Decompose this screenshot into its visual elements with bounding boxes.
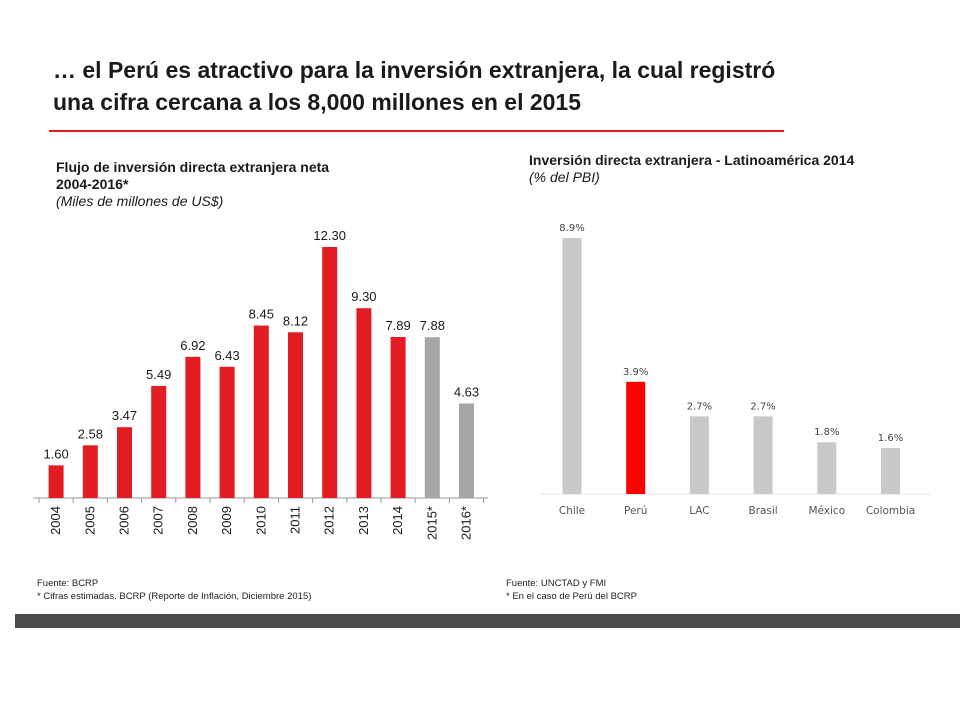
fdi-value-label: 9.30 xyxy=(351,289,376,304)
fdi-value-label: 5.49 xyxy=(146,367,171,382)
latam-value-label: 2.7% xyxy=(750,401,775,412)
fdi-bar-2011 xyxy=(288,332,303,498)
fdi-year-label: 2015* xyxy=(424,506,439,540)
fdi-value-label: 8.12 xyxy=(283,313,308,328)
latam-country-label: Perú xyxy=(624,505,647,517)
fdi-value-label: 7.88 xyxy=(420,318,445,333)
fdi-value-label: 2.58 xyxy=(78,426,103,441)
latam-country-label: Colombia xyxy=(866,505,915,517)
fdi-year-label: 2007 xyxy=(151,506,166,535)
latam-bar-3 xyxy=(753,416,773,494)
fdi-value-label: 1.60 xyxy=(43,446,68,461)
fdi-bar-2014 xyxy=(390,336,406,498)
left-chart-source: Fuente: BCRP xyxy=(37,578,99,589)
latam-country-label: Brasil xyxy=(748,505,777,517)
right-chart-footnote: * En el caso de Perú del BCRP xyxy=(506,591,637,602)
left-chart-footnote: * Cifras estimadas. BCRP (Reporte de Inf… xyxy=(37,591,312,602)
fdi-year-label: 2013 xyxy=(356,506,371,535)
fdi-year-label: 2016* xyxy=(459,506,474,540)
left-chart-notes: Fuente: BCRP * Cifras estimadas. BCRP (R… xyxy=(37,577,311,603)
fdi-value-label: 6.43 xyxy=(214,348,239,363)
headline-line-2: una cifra cercana a los 8,000 millones e… xyxy=(53,89,582,115)
latam-bar-1 xyxy=(626,381,646,494)
latam-country-label: México xyxy=(808,505,845,517)
latam-value-label: 8.9% xyxy=(559,223,584,234)
fdi-year-label: 2006 xyxy=(117,506,132,535)
latam-bar-4 xyxy=(817,442,837,494)
fdi-year-label: 2012 xyxy=(322,506,337,535)
fdi-value-label: 3.47 xyxy=(112,408,137,423)
latam-bar-2 xyxy=(689,416,709,494)
slide-headline: … el Perú es atractivo para la inversión… xyxy=(53,54,853,118)
headline-underline xyxy=(49,130,784,132)
latam-value-label: 3.9% xyxy=(623,367,648,378)
fdi-bar-2008 xyxy=(185,356,201,498)
fdi-bar-2010 xyxy=(253,325,269,498)
fdi-bar-2015 xyxy=(424,337,440,498)
right-chart-notes: Fuente: UNCTAD y FMI * En el caso de Per… xyxy=(506,577,637,603)
fdi-bar-2004 xyxy=(48,465,64,498)
fdi-bar-2005 xyxy=(82,445,98,498)
fdi-bar-2013 xyxy=(356,308,372,498)
fdi-bar-2007 xyxy=(151,385,167,498)
fdi-flow-bar-chart: 1.60 2004 2.58 2005 3.47 2006 5.49 2007 6.92 2008… xyxy=(33,228,488,540)
fdi-value-label: 7.89 xyxy=(385,318,410,333)
headline-line-1: … el Perú es atractivo para la inversión… xyxy=(53,57,776,83)
fdi-bar-2006 xyxy=(117,427,132,498)
fdi-value-label: 8.45 xyxy=(249,307,274,322)
slide: … el Perú es atractivo para la inversión… xyxy=(15,42,960,628)
fdi-year-label: 2009 xyxy=(219,506,234,535)
slide-bottom-bar xyxy=(15,614,960,628)
right-chart-unit: (% del PBI) xyxy=(529,169,600,185)
fdi-value-label: 4.63 xyxy=(454,385,479,400)
fdi-value-label: 6.92 xyxy=(180,338,205,353)
latam-bar-5 xyxy=(881,447,900,494)
left-chart-title-line-2: 2004-2016* xyxy=(56,176,129,192)
fdi-value-label: 12.30 xyxy=(313,228,346,243)
fdi-year-label: 2004 xyxy=(48,506,63,535)
latam-bar-0 xyxy=(562,238,582,494)
fdi-year-label: 2014 xyxy=(390,506,405,535)
fdi-year-label: 2005 xyxy=(82,506,97,535)
fdi-bar-2012 xyxy=(322,247,338,498)
latam-fdi-bar-chart: 8.9% Chile 3.9% Perú 2.7% LAC 2.7% Brasil 1.8% Mé… xyxy=(540,223,930,517)
right-chart-source: Fuente: UNCTAD y FMI xyxy=(506,578,607,589)
left-chart-title-line-1: Flujo de inversión directa extranjera ne… xyxy=(56,159,330,175)
fdi-bar-2009 xyxy=(219,366,235,498)
latam-value-label: 1.6% xyxy=(878,433,903,444)
latam-country-label: LAC xyxy=(689,505,709,517)
left-chart-unit: (Miles de millones de US$) xyxy=(56,193,224,209)
left-chart-title: Flujo de inversión directa extranjera ne… xyxy=(56,159,476,210)
right-chart-title: Inversión directa extranjera - Latinoamé… xyxy=(529,152,949,186)
latam-value-label: 1.8% xyxy=(814,427,839,438)
right-chart-title-text: Inversión directa extranjera - Latinoamé… xyxy=(529,152,855,168)
fdi-year-label: 2010 xyxy=(253,506,268,535)
fdi-bar-2016 xyxy=(459,403,474,498)
fdi-year-label: 2011 xyxy=(288,506,303,534)
latam-value-label: 2.7% xyxy=(687,401,712,412)
fdi-year-label: 2008 xyxy=(185,506,200,535)
latam-country-label: Chile xyxy=(559,505,585,517)
